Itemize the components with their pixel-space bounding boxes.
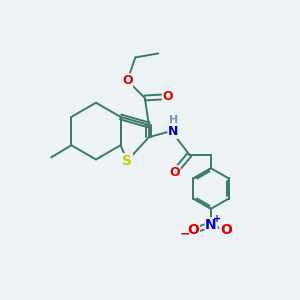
Text: O: O	[169, 166, 180, 179]
Text: +: +	[213, 214, 221, 224]
Text: O: O	[163, 90, 173, 103]
Text: H: H	[169, 116, 178, 125]
Text: S: S	[122, 154, 132, 168]
Text: N: N	[168, 125, 178, 138]
Text: N: N	[205, 218, 217, 232]
Text: −: −	[180, 228, 190, 241]
Text: O: O	[122, 74, 133, 87]
Text: O: O	[188, 224, 200, 237]
Text: O: O	[220, 224, 232, 237]
